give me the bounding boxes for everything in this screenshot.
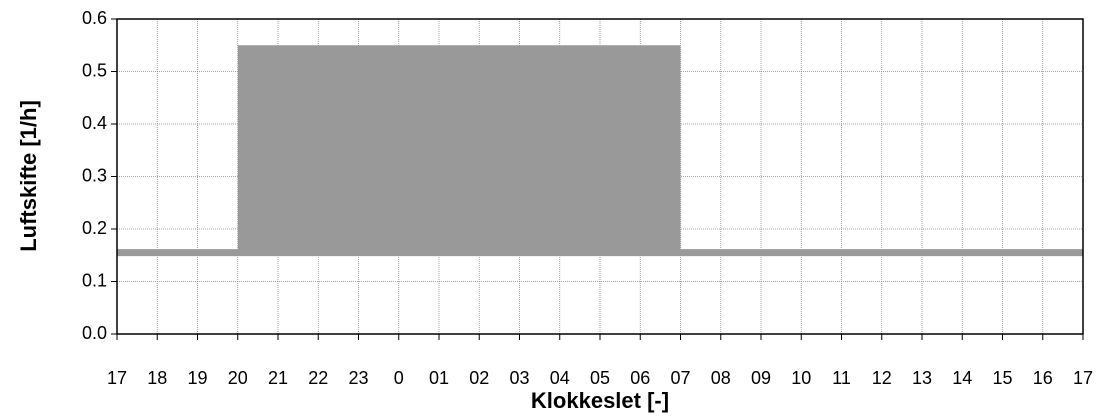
- y-tick-label: 0.0: [82, 323, 107, 343]
- x-tick-label: 01: [429, 368, 449, 388]
- plot-frame: [116, 18, 1084, 335]
- x-tick-label: 17: [1073, 368, 1093, 388]
- x-tick-label: 17: [107, 368, 127, 388]
- x-tick-label: 22: [308, 368, 328, 388]
- x-tick-label: 07: [670, 368, 690, 388]
- x-tick-label: 0: [394, 368, 404, 388]
- x-tick-label: 05: [590, 368, 610, 388]
- x-tick-label: 20: [228, 368, 248, 388]
- x-tick-label: 10: [791, 368, 811, 388]
- x-tick-label: 06: [630, 368, 650, 388]
- y-tick-label: 0.5: [82, 60, 107, 80]
- y-tick-label: 0.3: [82, 165, 107, 185]
- area: [237, 45, 681, 256]
- x-tick-label: 13: [912, 368, 932, 388]
- y-tick-label: 0.1: [82, 270, 107, 290]
- x-tick-label: 04: [550, 368, 570, 388]
- x-tick-label: 08: [711, 368, 731, 388]
- x-tick-label: 19: [187, 368, 207, 388]
- x-tick-label: 02: [469, 368, 489, 388]
- x-tick-label: 15: [992, 368, 1012, 388]
- x-axis-title: Klokkeslet [-]: [531, 388, 669, 413]
- x-tick-label: 12: [872, 368, 892, 388]
- y-axis-title: Luftskifte [1/h]: [16, 100, 41, 252]
- y-tick-label: 0.2: [82, 218, 107, 238]
- x-tick-label: 11: [832, 368, 851, 388]
- y-tick-label: 0.6: [82, 8, 107, 28]
- x-tick-label: 09: [751, 368, 771, 388]
- x-tick-label: 21: [268, 368, 288, 388]
- y-tick-label: 0.4: [82, 113, 107, 133]
- x-tick-label: 14: [952, 368, 972, 388]
- x-tick-label: 16: [1033, 368, 1053, 388]
- x-tick-label: 03: [509, 368, 529, 388]
- x-tick-label: 18: [147, 368, 167, 388]
- x-tick-label: 23: [348, 368, 368, 388]
